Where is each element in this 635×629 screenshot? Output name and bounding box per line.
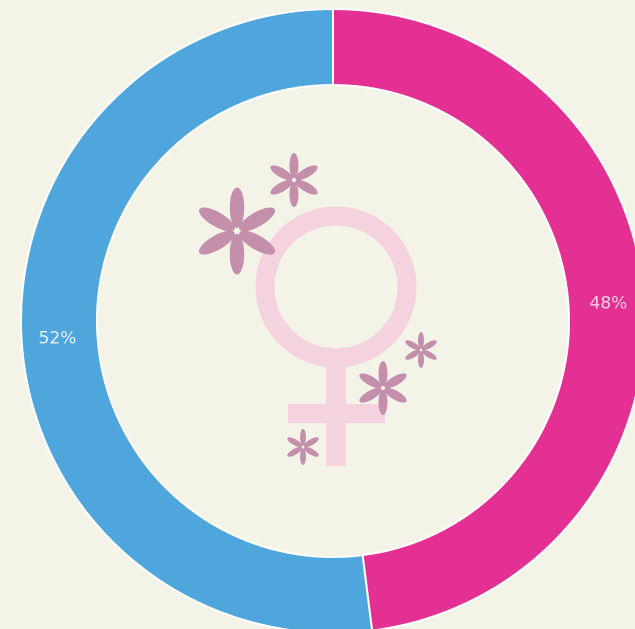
petal bbox=[378, 389, 388, 415]
petal bbox=[300, 448, 306, 465]
flower bbox=[359, 361, 407, 415]
petal bbox=[405, 340, 421, 351]
petal bbox=[287, 446, 303, 457]
petal bbox=[295, 165, 318, 181]
petal bbox=[418, 332, 424, 349]
flowers bbox=[198, 153, 437, 465]
petal bbox=[295, 179, 318, 195]
slice-label: 52% bbox=[39, 328, 77, 348]
petal bbox=[405, 349, 421, 360]
flower bbox=[287, 429, 319, 465]
petal bbox=[421, 349, 437, 360]
petal bbox=[418, 351, 424, 368]
petal bbox=[378, 361, 388, 387]
petal bbox=[303, 446, 319, 457]
petal bbox=[289, 153, 299, 179]
flower bbox=[405, 332, 437, 368]
slice-label: 48% bbox=[590, 294, 628, 314]
female-symbol bbox=[255, 206, 417, 466]
petal bbox=[289, 181, 299, 207]
petal bbox=[300, 429, 306, 446]
petal bbox=[359, 387, 382, 403]
petal bbox=[303, 437, 319, 448]
flower bbox=[270, 153, 318, 207]
slice bbox=[20, 7, 373, 629]
petal bbox=[384, 387, 407, 403]
slice bbox=[332, 7, 635, 629]
slices: 48% 52% bbox=[20, 7, 635, 629]
petal bbox=[359, 373, 382, 389]
petal bbox=[287, 437, 303, 448]
petal bbox=[270, 165, 293, 181]
petal bbox=[270, 179, 293, 195]
petal bbox=[421, 340, 437, 351]
petal bbox=[384, 373, 407, 389]
